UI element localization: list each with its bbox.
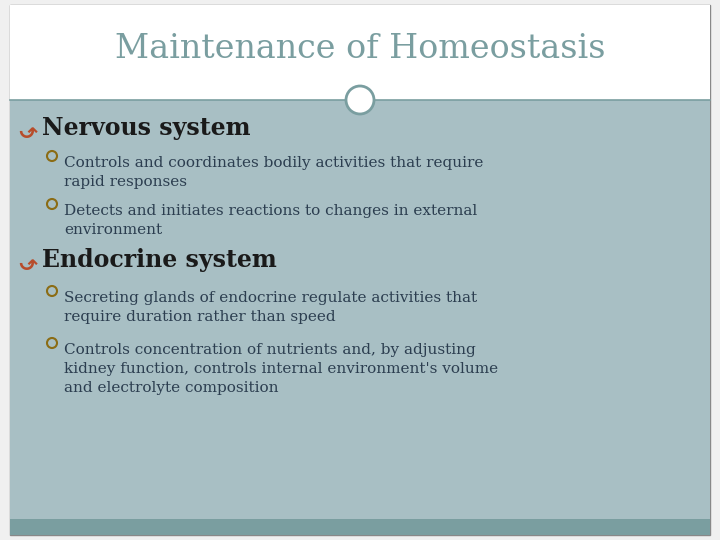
Text: ↶: ↶ [19,250,37,270]
Text: Controls concentration of nutrients and, by adjusting
kidney function, controls : Controls concentration of nutrients and,… [64,343,498,395]
Text: Secreting glands of endocrine regulate activities that
require duration rather t: Secreting glands of endocrine regulate a… [64,291,477,324]
Bar [10,5,710,100]
Text: ↶: ↶ [19,118,37,138]
Text: Detects and initiates reactions to changes in external
environment: Detects and initiates reactions to chang… [64,204,477,237]
Text: Nervous system: Nervous system [42,116,251,140]
Text: Controls and coordinates bodily activities that require
rapid responses: Controls and coordinates bodily activiti… [64,156,483,189]
Text: Maintenance of Homeostasis: Maintenance of Homeostasis [114,32,606,64]
Text: Endocrine system: Endocrine system [42,248,276,272]
Bar [10,519,710,535]
Circle shape [346,86,374,114]
Bar [10,100,710,519]
